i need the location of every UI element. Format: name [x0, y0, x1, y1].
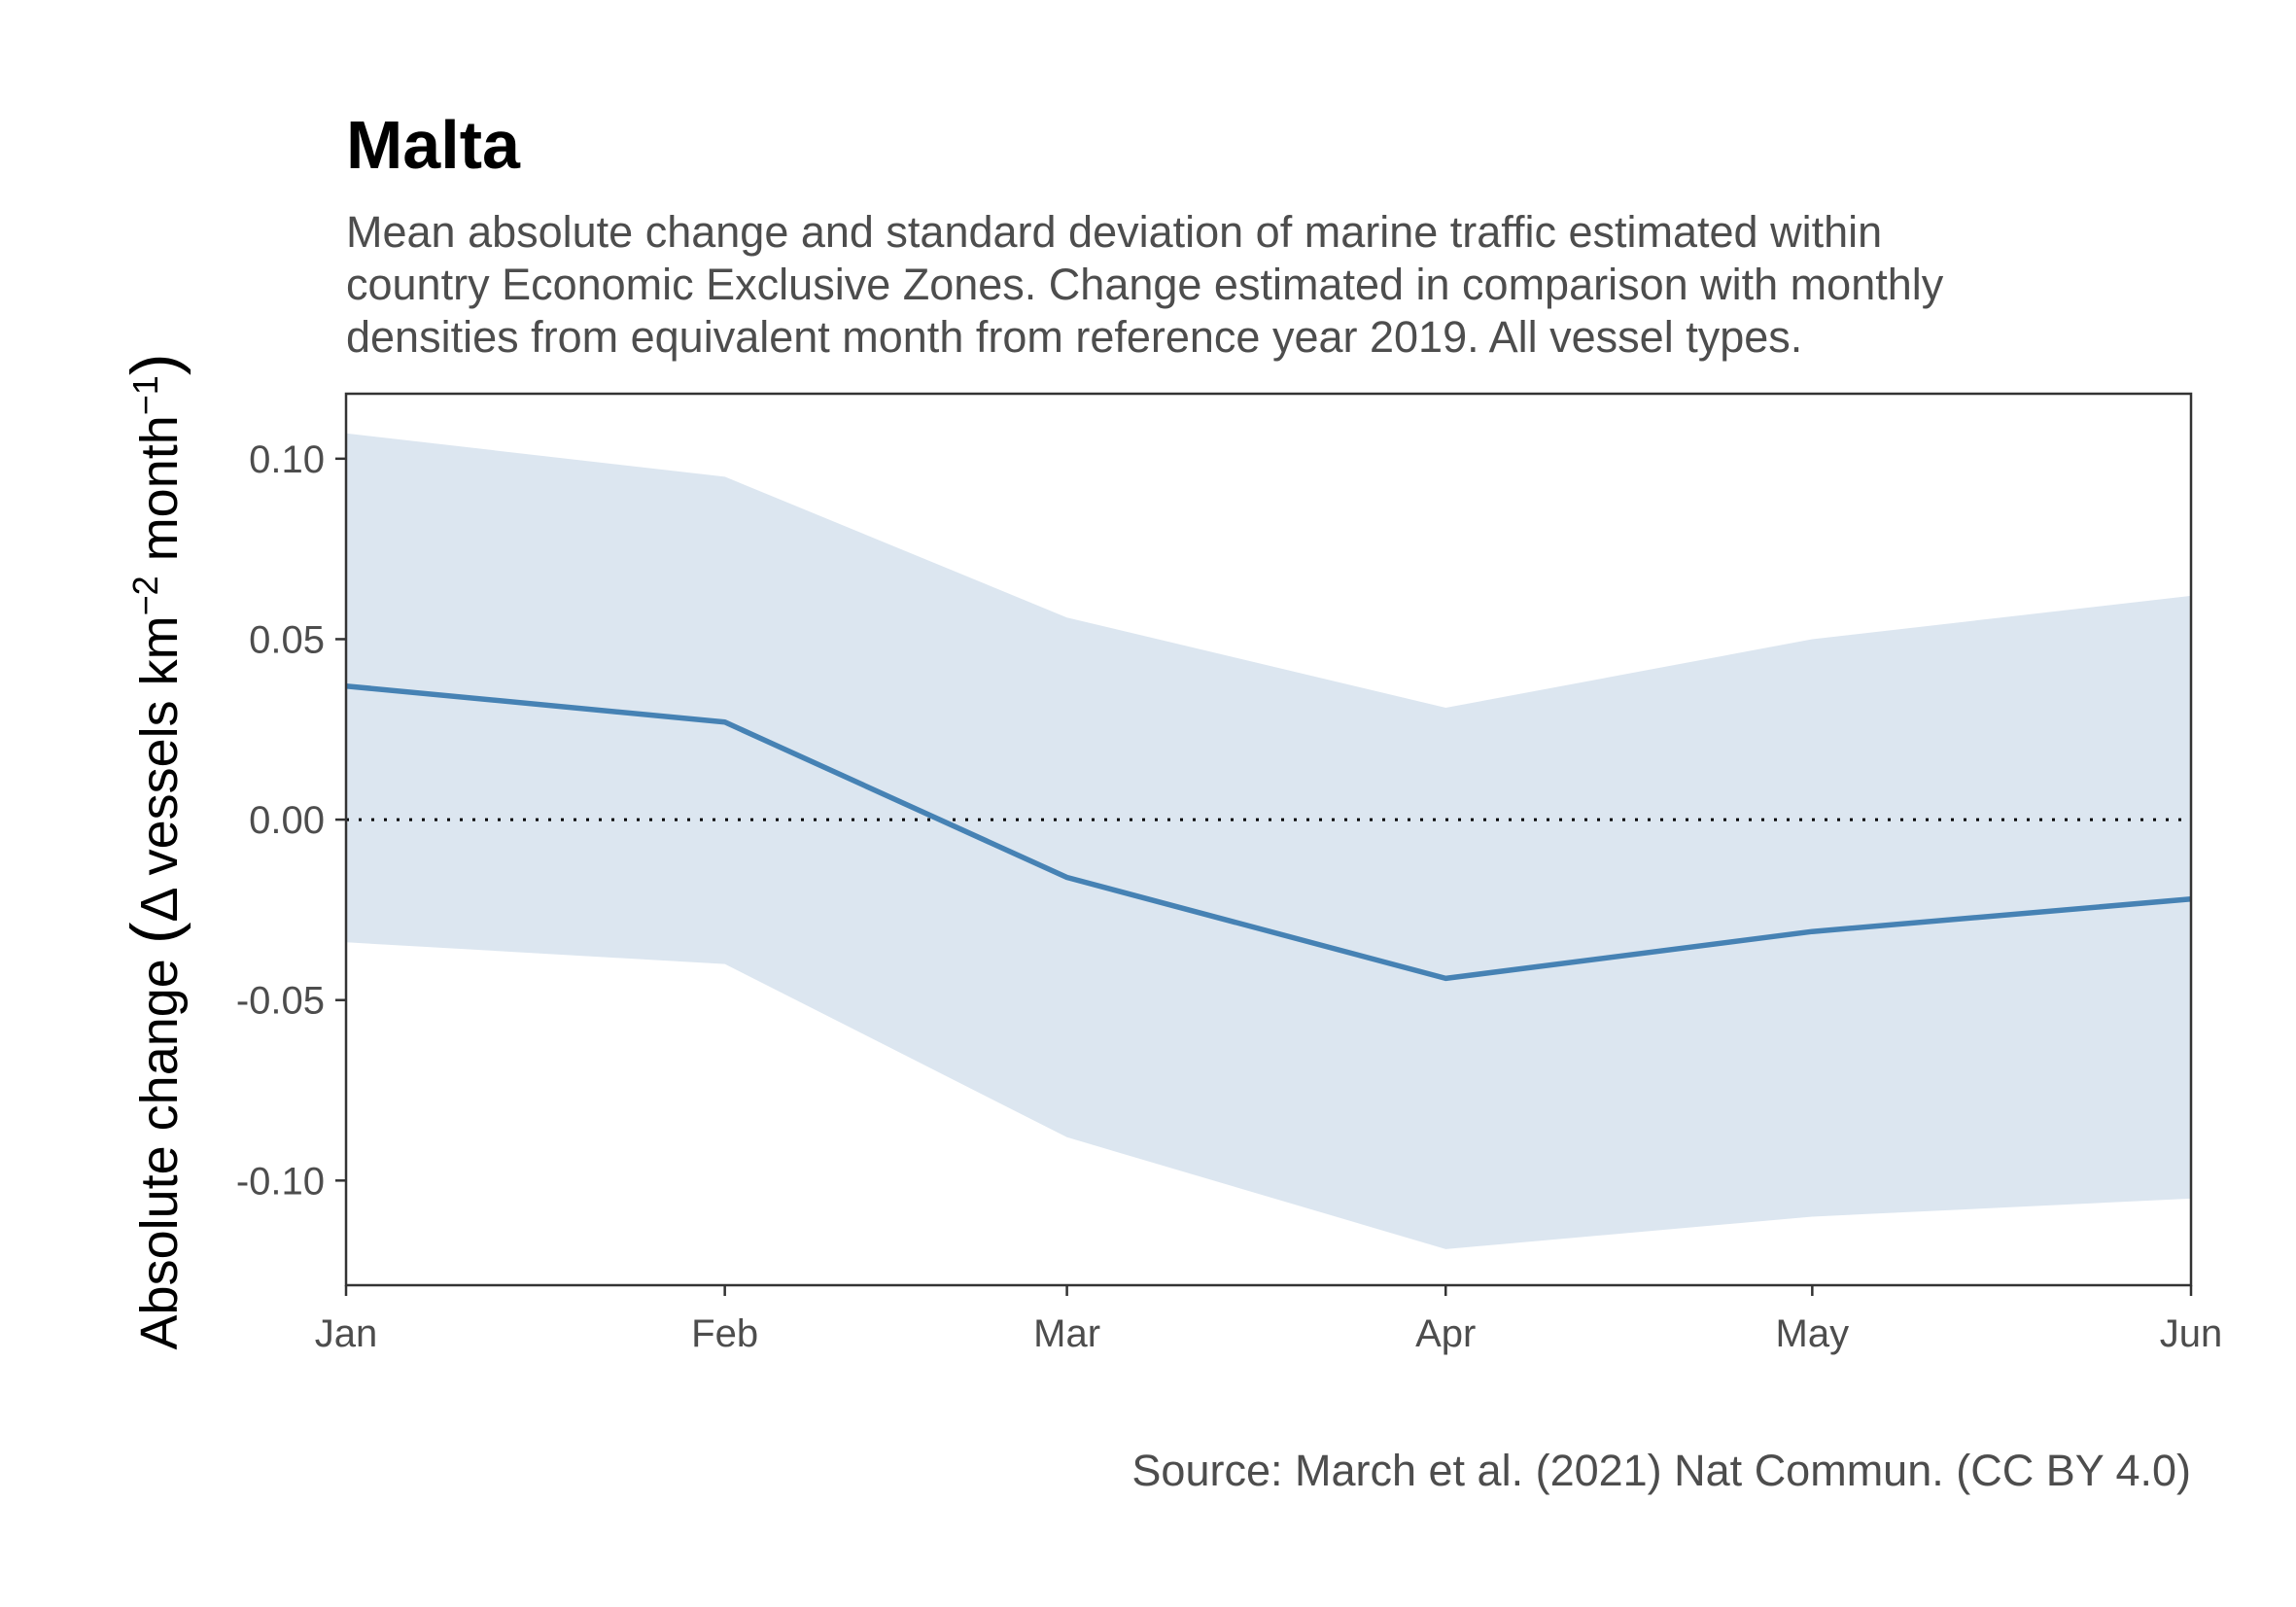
- axes: 0.10 0.05 0.00 -0.05 -0.10 Jan Feb Mar Apr May Jun: [236, 438, 2222, 1355]
- y-axis-title: Absolute change (Δ vessels km−2 month−1): [118, 354, 191, 1350]
- x-tick-label: May: [1776, 1312, 1850, 1355]
- chart-title: Malta: [346, 107, 521, 183]
- y-tick-label: 0.00: [249, 799, 325, 842]
- mean-change-line: [345, 682, 2192, 982]
- y-tick-label: -0.05: [236, 980, 325, 1023]
- x-tick-label: Mar: [1033, 1312, 1100, 1355]
- y-tick-label: -0.10: [236, 1160, 325, 1203]
- plot-area: [345, 433, 2192, 1249]
- y-tick-label: 0.10: [249, 438, 325, 481]
- chart-subtitle-line-1: Mean absolute change and standard deviat…: [346, 207, 1882, 257]
- x-tick-label: Apr: [1415, 1312, 1476, 1355]
- x-tick-label: Feb: [691, 1312, 758, 1355]
- chart-caption: Source: March et al. (2021) Nat Commun. …: [1131, 1446, 2191, 1495]
- panel-border: [344, 392, 2193, 1287]
- y-tick-label: 0.05: [249, 618, 325, 661]
- x-tick-label: Jan: [315, 1312, 378, 1355]
- sd-band: [346, 433, 2191, 1249]
- chart-subtitle-line-3: densities from equivalent month from ref…: [346, 312, 1802, 362]
- x-tick-label: Jun: [2160, 1312, 2223, 1355]
- chart-subtitle-line-2: country Economic Exclusive Zones. Change…: [346, 260, 1944, 309]
